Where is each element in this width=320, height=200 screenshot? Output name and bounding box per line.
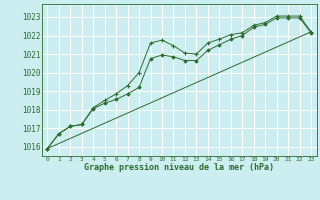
X-axis label: Graphe pression niveau de la mer (hPa): Graphe pression niveau de la mer (hPa) xyxy=(84,163,274,172)
